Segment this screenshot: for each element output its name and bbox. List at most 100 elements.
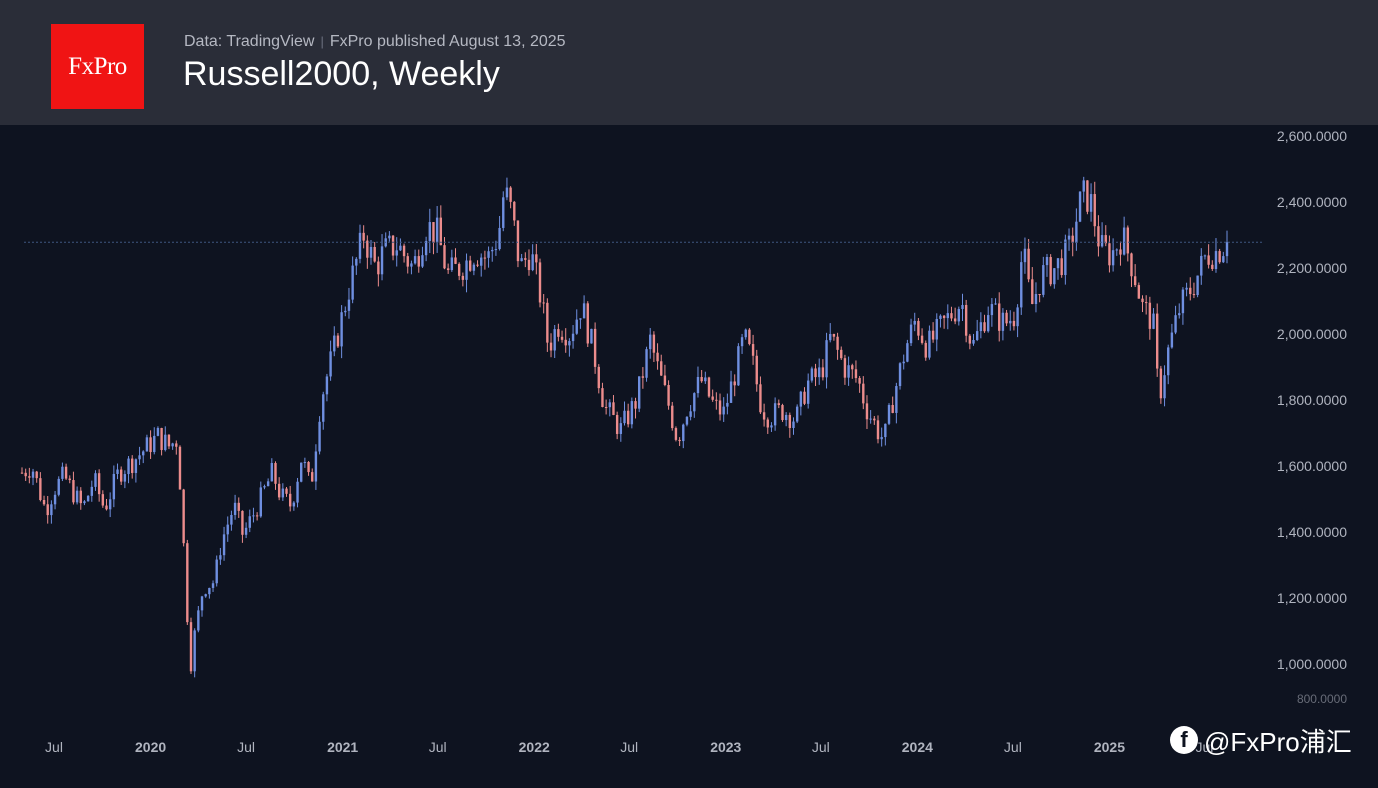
candle-body [476, 264, 479, 266]
candle-body [626, 410, 630, 425]
candle-body [259, 487, 262, 517]
candle-body [575, 319, 578, 334]
candle-body [311, 472, 314, 482]
candle-body [480, 257, 483, 266]
candle-body [277, 483, 281, 498]
candle-body [46, 504, 49, 516]
candle-body [149, 437, 152, 453]
candle-body [1031, 279, 1034, 305]
candle-body [1122, 227, 1126, 255]
candle-body [557, 329, 560, 337]
candle-body [1056, 258, 1060, 269]
candle-body [391, 235, 395, 256]
candle-body [222, 534, 226, 556]
candle-body [726, 402, 729, 407]
candle-body [1207, 255, 1210, 265]
candle-body [1016, 307, 1019, 327]
candle-body [355, 258, 358, 266]
candle-body [1189, 287, 1192, 295]
candle-body [189, 622, 193, 672]
candle-body [472, 264, 476, 271]
y-tick-label: 2,200.0000 [1277, 260, 1347, 276]
candle-body [1097, 226, 1100, 247]
candle-body [744, 329, 747, 338]
candle-body [803, 391, 806, 404]
candle-body [263, 486, 266, 488]
candle-body [1141, 298, 1144, 303]
candle-body [1100, 235, 1104, 247]
y-tick-label-partial: 800.0000 [1297, 692, 1347, 706]
candle-body [641, 376, 645, 378]
candle-body [428, 222, 431, 241]
candle-body [582, 303, 586, 319]
data-source: Data: TradingView [184, 33, 315, 50]
candle-body [233, 502, 237, 515]
candle-body [1049, 257, 1052, 285]
candle-body [806, 380, 810, 404]
candle-body [762, 412, 766, 420]
candle-body [1053, 268, 1056, 285]
candle-body [1060, 258, 1063, 276]
candle-body [818, 367, 821, 378]
candle-body [300, 462, 303, 482]
candle-body [593, 328, 597, 367]
candle-body [237, 502, 240, 511]
candle-body [94, 473, 97, 487]
candle-body [1001, 312, 1005, 331]
candle-body [1078, 191, 1082, 222]
candle-body [939, 315, 942, 319]
candle-body [1104, 235, 1107, 244]
candlestick-chart: 1,000.0000 1,200.0000 1,400.0000 1,600.0000… [20, 128, 1347, 755]
x-tick-label: 2024 [902, 739, 933, 755]
candle-body [814, 368, 817, 378]
separator: | [320, 34, 324, 49]
candle-body [252, 515, 255, 517]
candle-body [399, 245, 402, 251]
candle-body [39, 478, 42, 501]
candle-body [1196, 275, 1199, 296]
candle-body [61, 466, 64, 479]
candle-body [435, 217, 439, 243]
candle-body [968, 335, 972, 344]
candle-body [226, 524, 229, 535]
candle-body [164, 434, 167, 451]
y-tick-label: 2,400.0000 [1277, 194, 1347, 210]
candle-body [1042, 265, 1045, 295]
candle-body [516, 220, 520, 262]
candle-body [961, 304, 964, 310]
x-tick-label: 2020 [135, 739, 166, 755]
fxpro-logo: FxPro [51, 24, 144, 109]
watermark-text: @FxPro浦汇 [1204, 726, 1352, 757]
candle-body [1111, 250, 1115, 266]
candle-body [127, 458, 130, 475]
candle-body [134, 459, 138, 473]
candle-body [461, 275, 465, 280]
candle-body [854, 369, 858, 379]
candle-body [608, 402, 612, 408]
x-tick-label: Jul [1004, 739, 1022, 755]
candle-body [711, 396, 714, 400]
candle-body [171, 443, 174, 447]
y-axis: 1,000.0000 1,200.0000 1,400.0000 1,600.0000… [1277, 128, 1347, 706]
candle-body [1071, 235, 1074, 243]
chart-meta: Data: TradingView | FxPro published August… [184, 33, 566, 51]
candle-body [792, 421, 795, 428]
candle-body [1023, 248, 1027, 263]
candle-body [942, 315, 946, 319]
candle-body [369, 247, 373, 258]
candle-body [358, 232, 362, 259]
candle-body [101, 494, 105, 506]
candle-body [649, 334, 652, 350]
candle-body [693, 393, 696, 412]
candle-body [917, 320, 920, 336]
candle-body [1012, 320, 1016, 327]
candle-body [487, 251, 490, 258]
candle-body [1174, 315, 1177, 333]
candle-body [424, 240, 428, 256]
candle-body [773, 403, 777, 426]
candle-body [869, 418, 872, 420]
candle-body [469, 260, 472, 271]
candle-body [862, 383, 865, 404]
candle-body [406, 256, 409, 267]
candle-body [112, 473, 116, 500]
